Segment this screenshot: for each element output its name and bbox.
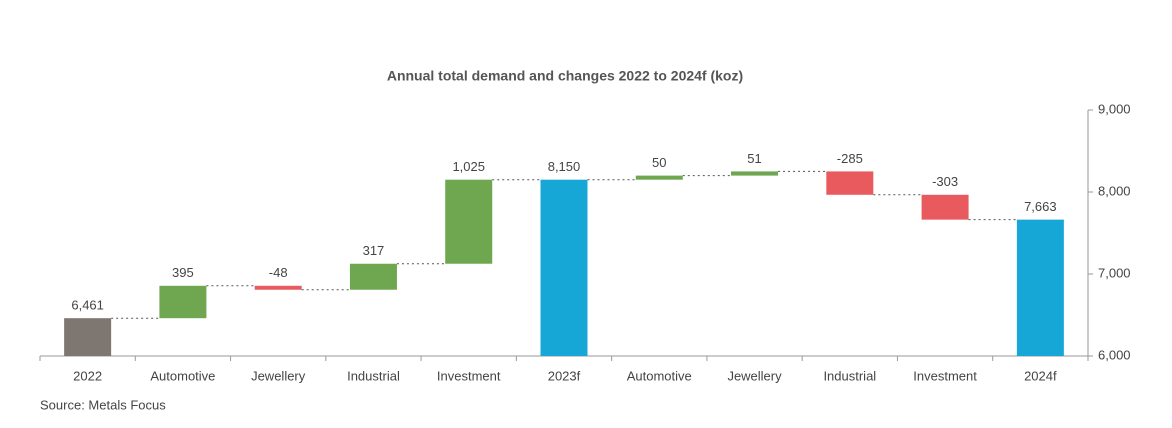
value-label: 51 bbox=[747, 151, 761, 166]
x-tick-label: 2024f bbox=[1024, 368, 1057, 383]
bar bbox=[635, 175, 683, 180]
value-label: -303 bbox=[932, 174, 958, 189]
x-tick-label: Industrial bbox=[823, 368, 876, 383]
y-tick-label: 6,000 bbox=[1098, 347, 1131, 362]
value-label: -48 bbox=[269, 265, 288, 280]
y-tick-label: 9,000 bbox=[1098, 101, 1131, 116]
bar bbox=[731, 171, 779, 176]
bar bbox=[921, 194, 969, 220]
value-label: 1,025 bbox=[452, 159, 485, 174]
x-tick-label: Investment bbox=[913, 368, 977, 383]
x-tick-label: Jewellery bbox=[727, 368, 782, 383]
bar bbox=[445, 179, 493, 264]
bar bbox=[254, 285, 302, 290]
value-label: 6,461 bbox=[71, 298, 104, 313]
bar bbox=[349, 263, 397, 290]
value-label: 50 bbox=[652, 155, 666, 170]
x-tick-label: Industrial bbox=[347, 368, 400, 383]
chart-title: Annual total demand and changes 2022 to … bbox=[387, 68, 743, 84]
bar bbox=[159, 285, 207, 319]
bar bbox=[826, 171, 874, 195]
value-label: -285 bbox=[837, 151, 863, 166]
x-tick-label: 2022 bbox=[73, 368, 102, 383]
value-label: 7,663 bbox=[1024, 199, 1057, 214]
value-label: 8,150 bbox=[548, 159, 581, 174]
value-label: 317 bbox=[363, 243, 385, 258]
bar bbox=[540, 179, 588, 356]
bar bbox=[64, 318, 112, 356]
x-tick-label: 2023f bbox=[548, 368, 581, 383]
y-tick-label: 8,000 bbox=[1098, 183, 1131, 198]
x-tick-label: Automotive bbox=[627, 368, 692, 383]
x-tick-label: Jewellery bbox=[251, 368, 306, 383]
x-tick-label: Investment bbox=[437, 368, 501, 383]
x-tick-label: Automotive bbox=[150, 368, 215, 383]
y-tick-label: 7,000 bbox=[1098, 265, 1131, 280]
source-note: Source: Metals Focus bbox=[40, 397, 166, 412]
bar bbox=[1016, 219, 1064, 356]
value-label: 395 bbox=[172, 265, 194, 280]
